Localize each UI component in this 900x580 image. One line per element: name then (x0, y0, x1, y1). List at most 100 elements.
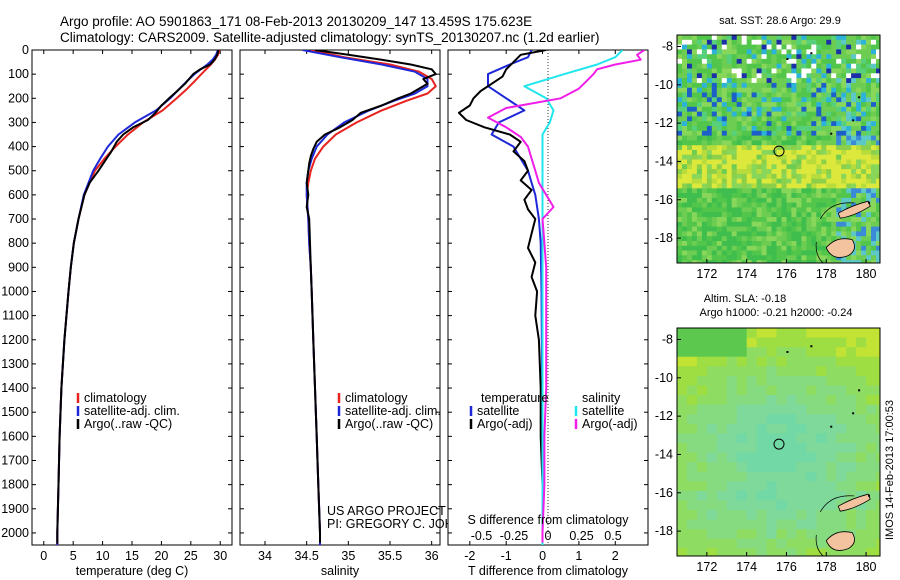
map-cell (776, 193, 783, 199)
map-cell (706, 404, 718, 415)
map-cell (856, 154, 862, 161)
map-cell (771, 92, 778, 98)
map-cell (866, 490, 877, 502)
map-cell (806, 154, 812, 161)
map-cell (741, 126, 748, 132)
map-cell (856, 116, 862, 122)
map-cell (786, 178, 793, 185)
map-cell (726, 188, 733, 194)
map-cell (761, 92, 768, 98)
lon-tick-label: 176 (776, 267, 797, 281)
map-cell (806, 35, 812, 41)
map-cell (796, 164, 802, 170)
map-cell (776, 111, 783, 117)
s-tick-label: -0.25 (500, 529, 529, 543)
map-cell (766, 395, 778, 406)
map-cell (721, 140, 728, 146)
map-cell (716, 173, 723, 180)
map-cell (721, 217, 728, 223)
map-cell (861, 73, 867, 79)
map-cell (861, 241, 867, 247)
map-cell (746, 337, 758, 348)
map-cell (687, 250, 693, 256)
map-cell (866, 54, 872, 60)
map-cell (826, 159, 832, 165)
map-cell (726, 82, 733, 89)
map-cell (736, 54, 743, 60)
map-cell (716, 328, 728, 339)
map-cell (856, 433, 867, 444)
map-cell (781, 82, 788, 89)
map-cell (756, 347, 768, 358)
map-cell (716, 164, 723, 170)
map-cell (771, 241, 778, 247)
map-cell (841, 102, 847, 108)
map-cell (836, 183, 842, 189)
map-cell (726, 226, 733, 232)
map-cell (682, 193, 688, 199)
map-cell (841, 87, 847, 94)
map-cell (741, 212, 748, 218)
map-cell (766, 145, 773, 151)
map-cell (731, 63, 738, 70)
map-cell (756, 231, 763, 237)
map-cell (736, 510, 748, 521)
map-cell (871, 130, 877, 137)
map-cell (861, 97, 867, 103)
map-cell (682, 97, 688, 103)
map-cell (731, 202, 738, 208)
map-cell (741, 188, 748, 194)
map-cell (766, 135, 773, 141)
map-cell (766, 375, 778, 387)
map-cell (836, 375, 847, 387)
map-cell (781, 217, 788, 223)
map-cell (706, 366, 718, 377)
map-cell (746, 356, 758, 367)
map-cell (776, 356, 788, 367)
depth-tick-label: 1500 (1, 405, 29, 419)
map-cell (836, 414, 847, 425)
map-cell (876, 173, 880, 180)
map-cell (806, 260, 812, 263)
map-cell (806, 121, 812, 127)
map-cell (811, 150, 817, 156)
map-cell (716, 193, 723, 199)
map-cell (831, 135, 837, 141)
map-cell (687, 111, 693, 117)
x-tick-label: -2 (464, 549, 475, 563)
depth-tick-label: 800 (8, 236, 29, 250)
map-cell (776, 197, 783, 204)
map-cell (856, 443, 867, 454)
x-tick-label: 36 (425, 549, 439, 563)
map-cell (746, 510, 758, 521)
map-cell (841, 78, 847, 84)
map-cell (801, 197, 807, 204)
map-cell (716, 63, 723, 70)
map-cell (726, 490, 738, 502)
map-cell (871, 202, 877, 208)
map-cell (687, 164, 693, 170)
map-cell (706, 35, 713, 41)
map-cell (721, 135, 728, 141)
map-cell (731, 183, 738, 189)
map-cell (816, 49, 822, 55)
map-cell (756, 328, 768, 339)
map-cell (677, 423, 688, 434)
map-cell (677, 510, 688, 521)
map-cell (716, 207, 723, 213)
map-cell (816, 106, 822, 113)
map-cell (856, 337, 867, 348)
map-cell (677, 135, 683, 141)
map-cell (741, 231, 748, 237)
map-cell (736, 212, 743, 218)
map-cell (836, 145, 842, 151)
map-cell (716, 145, 723, 151)
map-cell (821, 78, 827, 84)
map-cell (816, 490, 827, 502)
map-cell (846, 159, 852, 165)
map-cell (736, 490, 748, 502)
map-cell (871, 111, 877, 117)
map-cell (751, 236, 758, 242)
map-cell (711, 126, 718, 132)
map-cell (786, 481, 798, 492)
